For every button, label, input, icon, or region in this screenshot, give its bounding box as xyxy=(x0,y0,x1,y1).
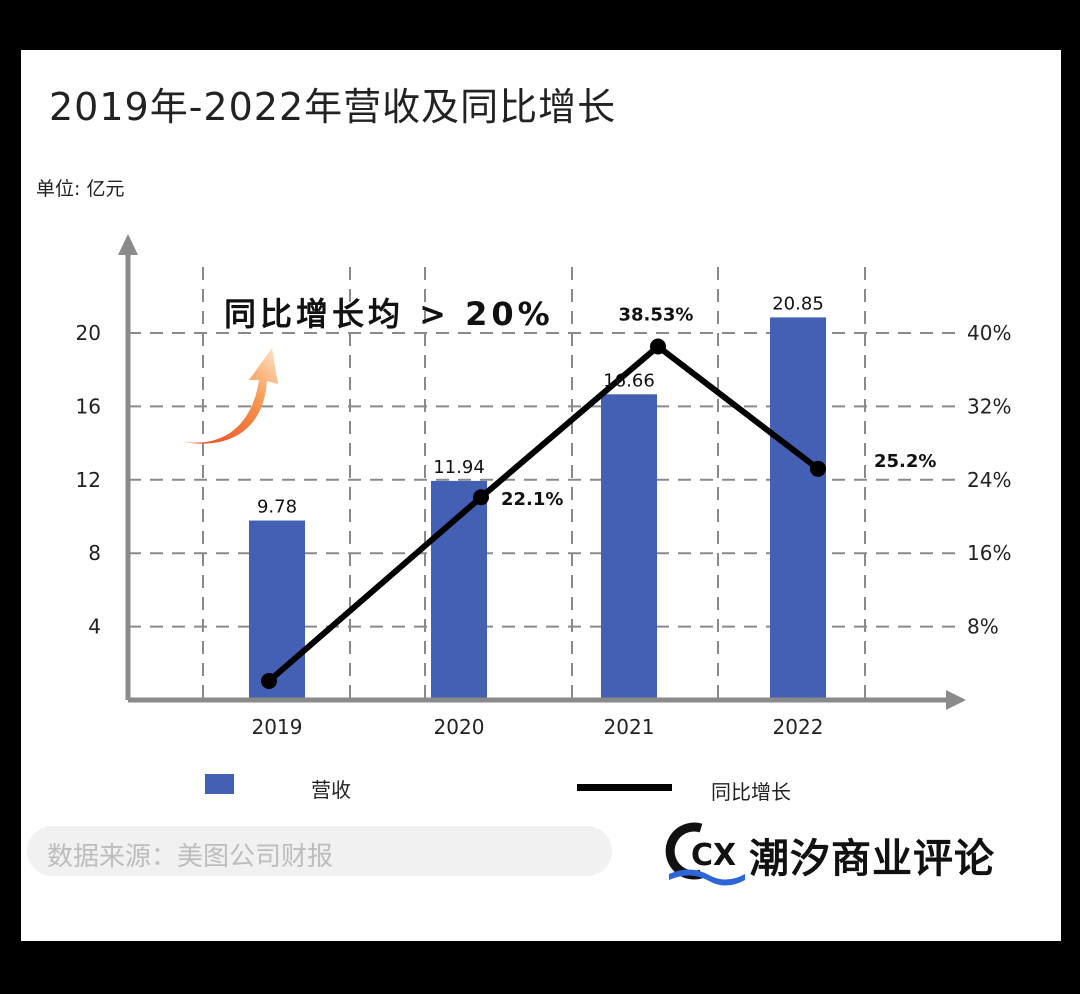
category-label: 2019 xyxy=(252,715,303,739)
growth-value-label: 22.1% xyxy=(501,489,563,510)
left-tick-label: 16 xyxy=(76,394,101,418)
right-tick-label: 16% xyxy=(967,541,1011,565)
chart-plot: 4 8% 8 16% 12 24% 16 32% 20 40% 9.78 11.94 16.66 20.8… xyxy=(76,234,1011,739)
category-label: 2021 xyxy=(604,715,655,739)
left-tick-label: 8 xyxy=(88,541,101,565)
category-label: 2022 xyxy=(773,715,824,739)
annotation-text: 同比增长均 > 20% xyxy=(224,295,554,333)
growth-point xyxy=(261,673,277,689)
bar-value-label: 11.94 xyxy=(433,457,485,478)
revenue-bar xyxy=(601,394,657,700)
growth-value-label: 38.53% xyxy=(619,304,694,325)
y-axis-arrow-icon xyxy=(118,234,138,255)
right-tick-label: 8% xyxy=(967,615,999,639)
source-pill: 数据来源：美图公司财报 xyxy=(27,826,612,876)
legend-growth-label: 同比增长 xyxy=(711,780,791,804)
left-tick-label: 4 xyxy=(88,615,101,639)
brand-wave-icon: CX xyxy=(665,822,745,886)
legend-revenue-label: 营收 xyxy=(311,778,351,802)
left-tick-label: 20 xyxy=(76,321,101,345)
x-axis-arrow-icon xyxy=(946,690,966,710)
unit-label: 单位: 亿元 xyxy=(36,178,125,200)
category-label: 2020 xyxy=(434,715,485,739)
chart-title: 2019年-2022年营收及同比增长 xyxy=(49,85,617,129)
brand-logo: CX 潮汐商业评论 xyxy=(661,818,1021,886)
legend-revenue-swatch xyxy=(205,774,234,794)
growth-point xyxy=(650,338,666,355)
legend-growth-swatch xyxy=(577,784,672,791)
brand-name: 潮汐商业评论 xyxy=(749,836,995,882)
growth-line xyxy=(267,343,820,684)
bar-value-label: 9.78 xyxy=(257,497,297,518)
revenue-bar xyxy=(249,520,305,700)
growth-point xyxy=(810,460,826,477)
growth-point xyxy=(473,489,489,506)
left-tick-label: 12 xyxy=(76,468,101,492)
brand-logo-text: CX xyxy=(691,838,736,873)
revenue-bar xyxy=(770,317,826,700)
chart-card: 2019年-2022年营收及同比增长 单位: 亿元 4 8% 8 16% 12 24% 16… xyxy=(21,50,1061,941)
bar-value-label: 20.85 xyxy=(772,293,824,314)
source-text: 数据来源：美图公司财报 xyxy=(47,842,334,872)
growth-arrow-icon xyxy=(179,348,278,444)
growth-value-label: 25.2% xyxy=(874,451,936,472)
right-tick-label: 40% xyxy=(967,321,1011,345)
right-tick-label: 32% xyxy=(967,394,1011,418)
bar-value-label: 16.66 xyxy=(603,370,655,391)
right-tick-label: 24% xyxy=(967,468,1011,492)
